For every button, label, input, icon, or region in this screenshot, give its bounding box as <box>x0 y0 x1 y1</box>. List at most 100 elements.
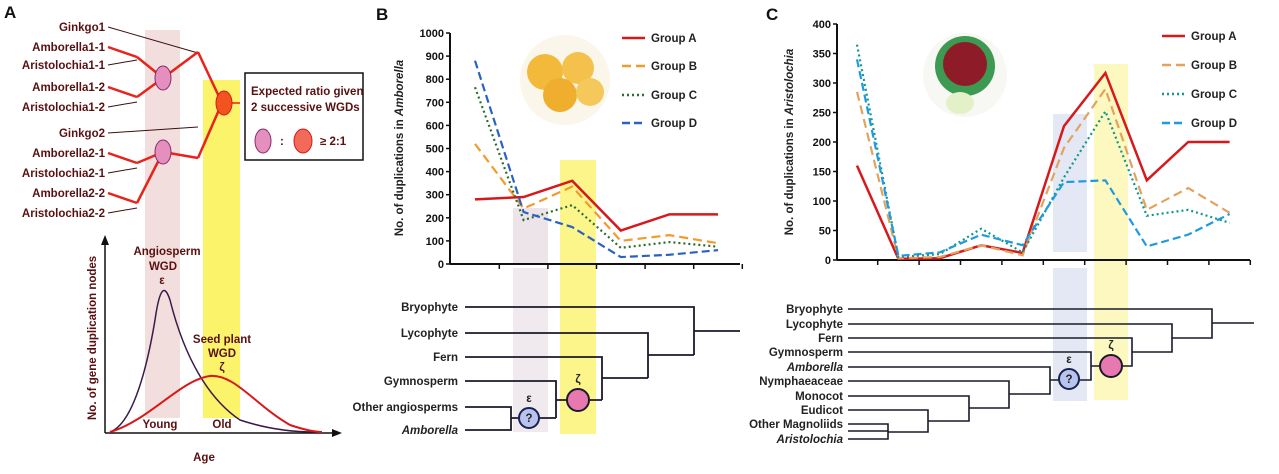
legend-label: Group A <box>1191 31 1237 43</box>
zeta-label: ζ <box>219 362 225 374</box>
taxon-label: Bryophyte <box>786 304 843 316</box>
y-tick-label: 150 <box>813 167 831 179</box>
young-wgd-node-icon <box>154 65 172 91</box>
gene-tree-label: Amborella1-2 <box>32 82 105 94</box>
panel-label-c: C <box>766 5 778 24</box>
epsilon-band-b <box>513 208 548 264</box>
y-tick-label: 500 <box>426 144 444 156</box>
gene-tree-label: Amborella2-1 <box>32 148 105 160</box>
aristolochia-flower-illustration <box>923 33 1007 117</box>
tree-branch <box>107 26 199 54</box>
young-label: Young <box>143 419 178 431</box>
epsilon-wgd-node-icon <box>518 407 540 429</box>
young-wgd-ellipse-icon <box>254 128 272 154</box>
y-tick-label: 50 <box>819 226 831 238</box>
y-axis-label: No. of duplications in Amborella <box>394 59 406 236</box>
tree-branch <box>465 380 557 418</box>
tree-branch <box>107 126 199 134</box>
tree-branch <box>848 395 970 422</box>
series-line-group-b <box>474 143 719 245</box>
taxon-label: Fern <box>818 333 843 345</box>
tree-branch <box>465 356 603 400</box>
species-tree-b: Bryophyte Lycophyte Fern Gymnosperm Other an… <box>353 302 740 437</box>
gene-tree-a: Ginkgo1 Amborella1-1 Aristolochia1-1 Ambore… <box>22 22 240 220</box>
gene-tree-label: Aristolochia2-1 <box>22 168 106 180</box>
panel-label-b: B <box>376 5 388 24</box>
zeta-label: ζ <box>1108 340 1114 352</box>
series-line-group-d <box>855 59 1231 258</box>
x-axis-label-a: Age <box>193 452 215 464</box>
series-line-group-b <box>855 86 1231 260</box>
taxon-label: Amborella <box>401 425 459 437</box>
y-tick-label: 400 <box>813 19 831 31</box>
legend-label: Group B <box>651 61 697 73</box>
ratio-value: ≥ 2:1 <box>320 136 347 148</box>
taxon-label: Other angiosperms <box>353 402 458 414</box>
tree-branch <box>107 207 138 214</box>
gene-tree-label: Ginkgo2 <box>59 128 105 140</box>
epsilon-wgd-node-icon <box>1058 368 1080 390</box>
tree-branch <box>107 45 138 59</box>
age-distribution-chart: No. of gene duplication nodes Age Angios… <box>87 235 342 464</box>
legend-label: Group C <box>651 90 697 102</box>
gene-tree-label: Ginkgo1 <box>59 22 106 34</box>
zeta-wgd-node-icon <box>566 388 590 412</box>
y-tick-label: 300 <box>426 190 444 202</box>
young-band <box>145 30 180 418</box>
old-wgd-node-icon <box>215 90 233 116</box>
tree-branch <box>196 102 224 159</box>
y-tick-label: 400 <box>426 167 444 179</box>
seed-plant-wgd-curve <box>109 374 323 433</box>
y-tick-label: 0 <box>438 259 444 271</box>
tree-branch <box>465 332 649 378</box>
zeta-label: ζ <box>575 374 581 386</box>
y-tick-label: 700 <box>426 97 444 109</box>
taxon-label: Eudicot <box>801 405 843 417</box>
peak1-label: Angiosperm <box>133 246 200 258</box>
zeta-wgd-node-icon <box>1099 354 1123 378</box>
legend-label: Group A <box>651 33 697 45</box>
epsilon-label: ε <box>1066 354 1072 366</box>
tree-branch <box>107 59 138 66</box>
tree-branch <box>107 151 138 165</box>
peak2-label: Seed plant <box>193 334 251 346</box>
y-tick-label: 250 <box>813 108 831 120</box>
y-tick-label: 100 <box>813 196 831 208</box>
tree-branch <box>848 380 1010 409</box>
taxon-label: Bryophyte <box>401 302 458 314</box>
series-line-group-a <box>855 70 1230 261</box>
chart-b: 0 100 200 300 400 500 600 700 800 900 1000 No. of d… <box>394 28 744 271</box>
tree-branch <box>107 101 138 108</box>
old-label: Old <box>212 419 231 431</box>
peak2-label: WGD <box>208 348 236 360</box>
epsilon-label: ε <box>159 275 165 287</box>
series-line-group-d <box>473 60 719 259</box>
legend-label: Group D <box>1191 118 1237 130</box>
question-mark: ? <box>1065 374 1072 386</box>
ratio-box-line1: Expected ratio given <box>251 86 363 98</box>
old-wgd-ellipse-icon <box>293 128 313 154</box>
taxon-label: Lycophyte <box>786 319 843 331</box>
series-line-group-c <box>855 44 1230 259</box>
legend-label: Group D <box>651 118 697 130</box>
legend-label: Group C <box>1191 89 1237 101</box>
taxon-label: Nymphaeaceae <box>759 376 843 388</box>
taxon-label: Lycophyte <box>401 328 458 340</box>
y-tick-label: 350 <box>813 49 831 61</box>
y-axis-label: No. of duplications in Aristolochia <box>784 48 796 235</box>
taxon-label: Other Magnoliids <box>749 419 843 431</box>
gene-tree-label: Aristolochia1-1 <box>22 60 106 72</box>
gene-tree-label: Amborella1-1 <box>32 42 105 54</box>
y-tick-label: 800 <box>426 74 444 86</box>
taxon-label: Gymnosperm <box>769 347 843 359</box>
y-tick-label: 0 <box>825 255 831 267</box>
y-tick-label: 300 <box>813 78 831 90</box>
y-tick-label: 900 <box>426 51 444 63</box>
y-tick-label: 600 <box>426 120 444 132</box>
tree-branch <box>107 85 138 99</box>
angiosperm-wgd-curve <box>109 289 316 433</box>
peak1-label: WGD <box>149 261 177 273</box>
taxon-label: Gymnosperm <box>384 376 458 388</box>
taxon-label: Fern <box>433 352 458 364</box>
